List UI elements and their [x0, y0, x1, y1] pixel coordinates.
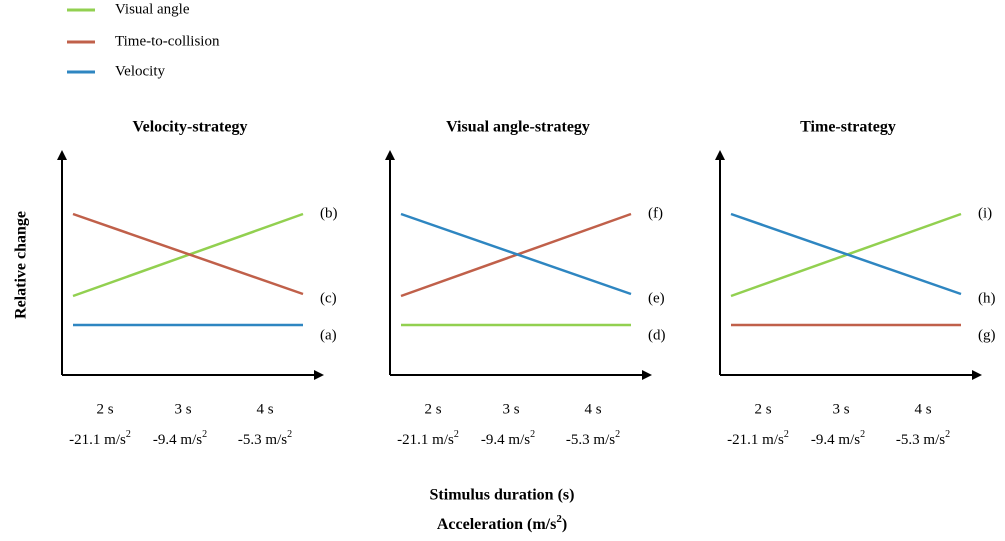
x-axis-label: Stimulus duration (s) — [430, 487, 575, 504]
acceleration-label: -21.1 m/s2 — [397, 429, 459, 448]
acceleration-value: -5.3 m/s — [896, 432, 945, 448]
duration-label: 4 s — [584, 401, 601, 417]
acceleration-label: -21.1 m/s2 — [69, 429, 131, 448]
trend-line — [72, 212, 304, 296]
acceleration-label: -21.1 m/s2 — [727, 429, 789, 448]
acceleration-sup: 2 — [126, 429, 131, 440]
panel-title: Time-strategy — [800, 119, 896, 136]
line-label: (a) — [320, 327, 337, 343]
acceleration-label: -9.4 m/s2 — [811, 429, 865, 448]
duration-label: 4 s — [256, 401, 273, 417]
acceleration-sup: 2 — [287, 429, 292, 440]
acceleration-label: -9.4 m/s2 — [153, 429, 207, 448]
acceleration-sup: 2 — [784, 429, 789, 440]
acceleration-sup: 2 — [860, 429, 865, 440]
panel-title: Visual angle-strategy — [446, 119, 590, 136]
x-axis-label-2: Acceleration (m/s2) — [437, 513, 567, 533]
line-label: (i) — [978, 205, 992, 221]
acceleration-label: -5.3 m/s2 — [566, 429, 620, 448]
legend-label: Velocity — [115, 63, 165, 79]
trend-line — [730, 212, 962, 296]
acceleration-value: -21.1 m/s — [69, 432, 126, 448]
legend-label: Time-to-collision — [115, 33, 220, 49]
line-label: (h) — [978, 290, 996, 306]
acceleration-value: -21.1 m/s — [397, 432, 454, 448]
y-axis-label: Relative change — [13, 211, 30, 319]
acceleration-sup: 2 — [615, 429, 620, 440]
acceleration-label: -5.3 m/s2 — [238, 429, 292, 448]
line-label: (c) — [320, 290, 337, 306]
duration-label: 3 s — [832, 401, 849, 417]
acceleration-value: -9.4 m/s — [481, 432, 530, 448]
duration-label: 2 s — [96, 401, 113, 417]
legend-label: Visual angle — [115, 1, 190, 17]
duration-label: 3 s — [174, 401, 191, 417]
acceleration-label: -9.4 m/s2 — [481, 429, 535, 448]
acceleration-value: -21.1 m/s — [727, 432, 784, 448]
duration-label: 3 s — [502, 401, 519, 417]
panel-title: Velocity-strategy — [133, 119, 248, 136]
line-label: (g) — [978, 327, 996, 343]
line-label: (e) — [648, 290, 665, 306]
acceleration-value: -5.3 m/s — [566, 432, 615, 448]
acceleration-value: -5.3 m/s — [238, 432, 287, 448]
line-label: (f) — [648, 205, 663, 221]
duration-label: 4 s — [914, 401, 931, 417]
acceleration-sup: 2 — [945, 429, 950, 440]
line-label: (d) — [648, 327, 666, 343]
line-label: (b) — [320, 205, 338, 221]
acceleration-value: -9.4 m/s — [811, 432, 860, 448]
acceleration-label: -5.3 m/s2 — [896, 429, 950, 448]
acceleration-sup: 2 — [530, 429, 535, 440]
duration-label: 2 s — [754, 401, 771, 417]
acceleration-sup: 2 — [454, 429, 459, 440]
trend-line — [400, 212, 632, 296]
duration-label: 2 s — [424, 401, 441, 417]
acceleration-value: -9.4 m/s — [153, 432, 202, 448]
acceleration-sup: 2 — [202, 429, 207, 440]
